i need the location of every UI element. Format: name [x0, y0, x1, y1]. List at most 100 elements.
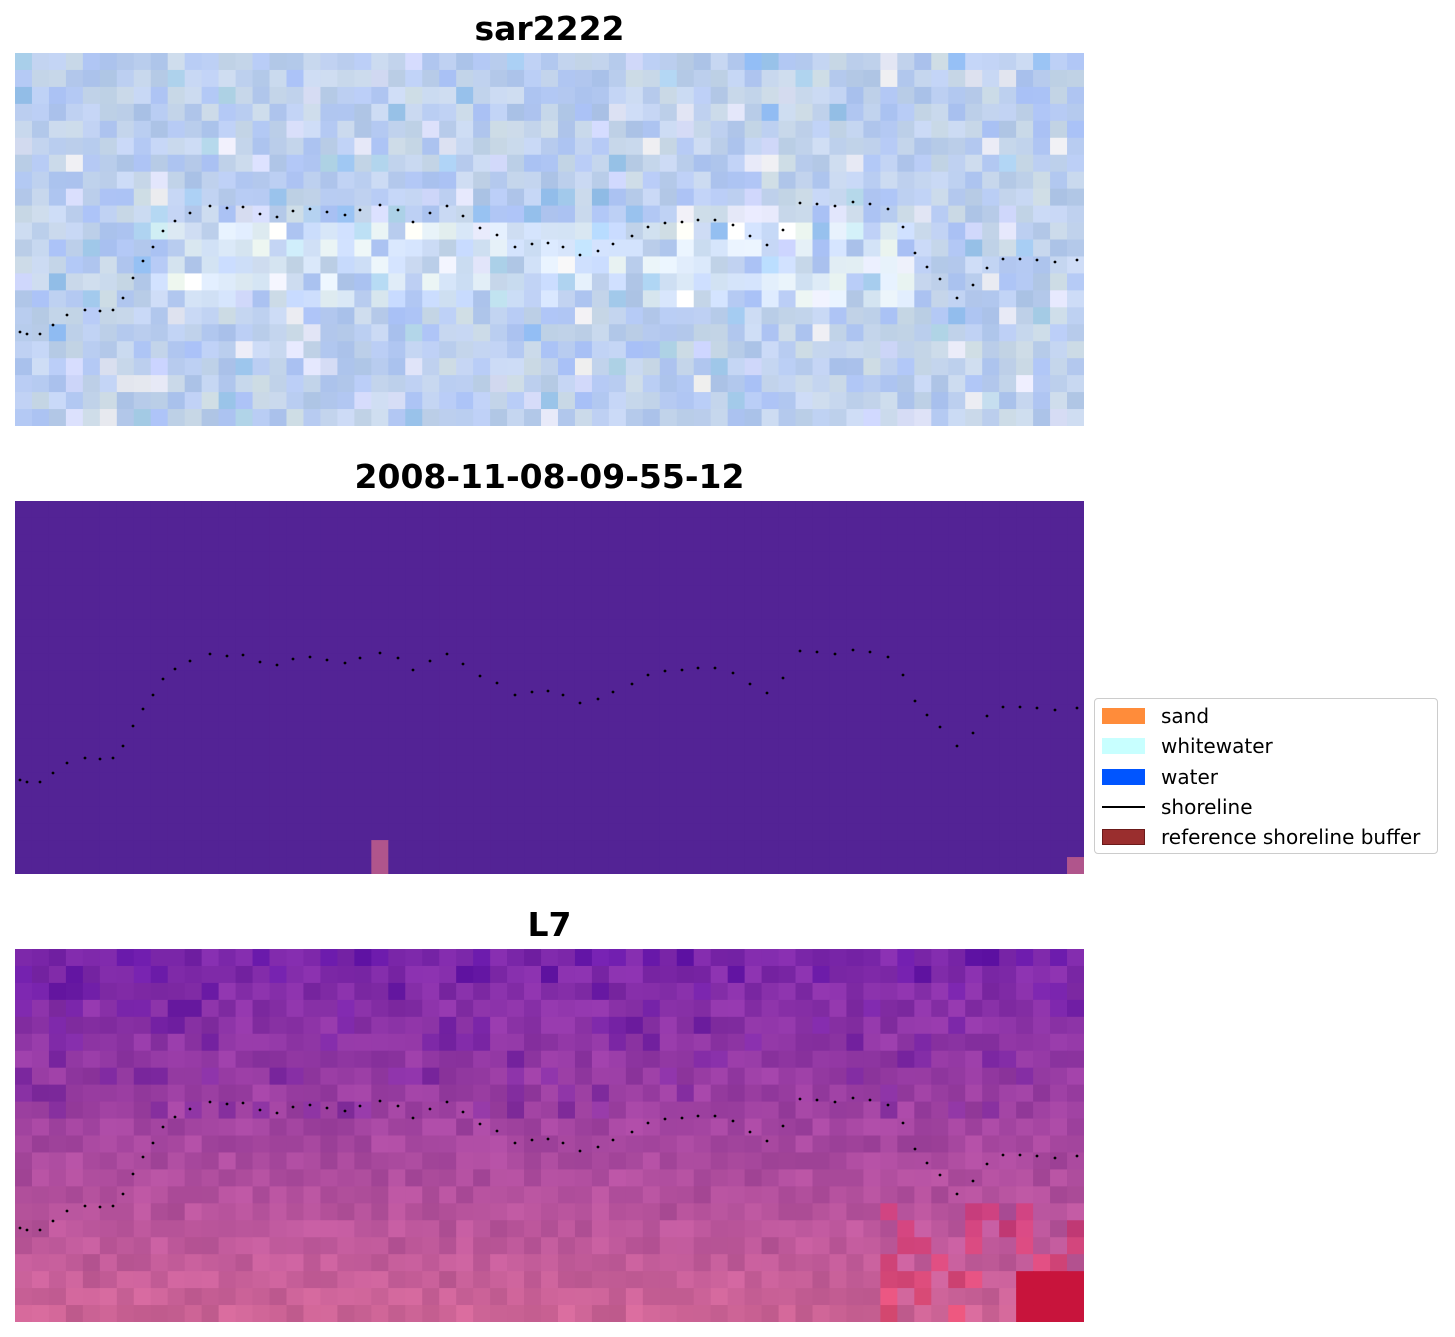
pixel-cell — [557, 517, 576, 536]
pixel-cell — [320, 704, 338, 722]
pixel-cell — [744, 273, 763, 291]
shoreline-dot — [1001, 705, 1005, 709]
shoreline-dot — [561, 1141, 565, 1145]
pixel-cell — [591, 949, 610, 967]
pixel-cell — [456, 290, 474, 308]
pixel-cell — [184, 568, 203, 587]
pixel-cell — [82, 619, 101, 638]
pixel-cell — [1067, 772, 1084, 790]
shoreline-dot — [325, 210, 329, 214]
pixel-cell — [303, 137, 322, 156]
pixel-cell — [846, 222, 865, 241]
pixel-cell — [422, 517, 440, 536]
pixel-cell — [473, 534, 491, 553]
pixel-cell — [676, 636, 695, 655]
shoreline-dot — [646, 673, 650, 677]
pixel-cell — [761, 982, 780, 1001]
shoreline-dot — [513, 245, 517, 249]
pixel-cell — [82, 409, 101, 426]
pixel-cell — [201, 409, 220, 426]
pixel-cell — [931, 687, 949, 706]
pixel-cell — [439, 949, 457, 967]
pixel-cell — [405, 636, 423, 655]
pixel-cell — [642, 534, 661, 553]
pixel-cell — [354, 409, 372, 426]
pixel-cell — [456, 375, 474, 393]
pixel-cell — [1067, 341, 1084, 359]
pixel-cell — [252, 721, 271, 739]
pixel-cell — [405, 53, 423, 71]
pixel-cell — [269, 290, 288, 308]
l7-raster — [15, 949, 1084, 1322]
pixel-cell — [422, 290, 440, 308]
pixel-cell — [133, 273, 152, 291]
shoreline-dot — [765, 243, 769, 247]
pixel-cell — [642, 755, 661, 773]
pixel-cell — [676, 409, 695, 426]
pixel-cell — [676, 687, 695, 706]
pixel-cell — [65, 602, 84, 621]
pixel-cell — [659, 154, 678, 173]
pixel-cell — [201, 501, 220, 519]
shoreline-dot — [680, 1116, 684, 1120]
pixel-cell — [608, 501, 627, 519]
shoreline-dot — [478, 674, 482, 678]
pixel-cell — [914, 120, 932, 139]
pixel-cell — [133, 171, 152, 190]
pixel-cell — [931, 290, 949, 308]
pixel-cell — [999, 568, 1017, 587]
pixel-cell — [201, 772, 220, 790]
pixel-cell — [269, 517, 288, 536]
pixel-cell — [982, 154, 1000, 173]
pixel-cell — [65, 154, 84, 173]
pixel-cell — [880, 772, 898, 790]
pixel-cell — [82, 721, 101, 739]
pixel-cell — [150, 704, 169, 722]
pixel-cell — [286, 670, 305, 689]
pixel-cell — [880, 103, 898, 122]
pixel-cell — [507, 103, 525, 122]
pixel-cell — [439, 636, 457, 655]
pixel-cell — [795, 840, 814, 858]
pixel-cell — [846, 551, 865, 570]
pixel-cell — [812, 551, 831, 570]
pixel-cell — [524, 517, 542, 536]
pixel-cell — [388, 53, 406, 71]
pixel-cell — [914, 653, 932, 672]
pixel-cell — [541, 721, 559, 739]
pixel-cell — [880, 568, 898, 587]
shoreline-dot — [461, 1110, 465, 1114]
pixel-cell — [507, 602, 525, 621]
pixel-cell — [659, 789, 678, 807]
pixel-cell — [982, 273, 1000, 291]
pixel-cell — [82, 551, 101, 570]
pixel-cell — [422, 69, 440, 88]
pixel-cell — [252, 585, 271, 604]
pixel-cell — [1016, 341, 1034, 359]
pixel-cell — [439, 392, 457, 410]
pixel-cell — [1050, 789, 1068, 807]
pixel-cell — [1067, 222, 1084, 241]
pixel-cell — [269, 738, 288, 756]
pixel-cell — [625, 222, 644, 241]
pixel-cell — [320, 256, 338, 274]
pixel-cell — [405, 239, 423, 258]
pixel-cell — [778, 602, 797, 621]
pixel-cell — [710, 273, 729, 291]
pixel-cell — [659, 307, 678, 325]
pixel-cell — [778, 188, 797, 207]
pixel-cell — [235, 755, 254, 773]
pixel-cell — [150, 823, 169, 841]
shoreline-dot — [83, 308, 87, 312]
pixel-cell — [710, 755, 729, 773]
legend-item-shoreline: shoreline — [1102, 795, 1438, 819]
pixel-cell — [795, 704, 814, 722]
pixel-cell — [863, 602, 881, 621]
pixel-cell — [388, 619, 406, 638]
pixel-cell — [1016, 409, 1034, 426]
pixel-cell — [948, 670, 966, 689]
pixel-cell — [965, 239, 983, 258]
pixel-cell — [456, 551, 474, 570]
pixel-cell — [354, 290, 372, 308]
pixel-cell — [710, 290, 729, 308]
